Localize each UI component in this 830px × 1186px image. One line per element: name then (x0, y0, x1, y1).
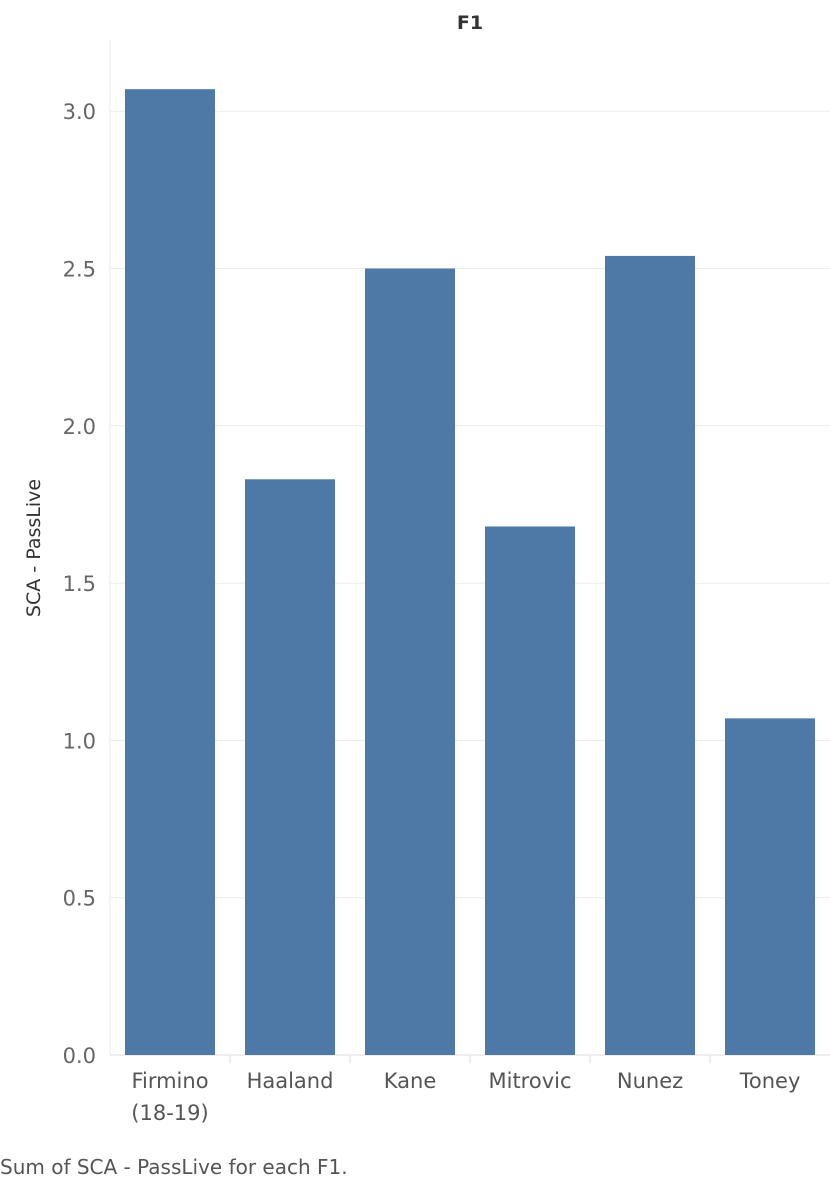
x-tick-label: Toney (739, 1069, 801, 1093)
y-tick-label: 0.5 (63, 887, 96, 911)
y-tick-label: 3.0 (63, 100, 96, 124)
chart-caption: Sum of SCA - PassLive for each F1. (0, 1155, 348, 1179)
x-tick-label: Mitrovic (488, 1069, 571, 1093)
y-tick-label: 0.0 (63, 1044, 96, 1068)
axes (109, 40, 830, 1063)
y-tick-label: 1.0 (63, 729, 96, 753)
bar (605, 255, 695, 1055)
bar (485, 526, 575, 1055)
x-tick-label: Firmino (18-19) (131, 1069, 208, 1125)
y-tick-label: 2.5 (63, 258, 96, 282)
labels: 0.0 0.5 1.0 1.5 2.0 2.5 3.0 Firmino (18-19) Haala… (63, 100, 801, 1125)
x-tick-label: Haaland (247, 1069, 334, 1093)
y-tick-label: 2.0 (63, 415, 96, 439)
x-tick-label: Kane (384, 1069, 437, 1093)
bar-chart: F1 SCA - PassLive 0.0 0.5 1.0 1.5 2.0 2.5 3.0 F… (23, 12, 830, 1125)
x-tick-label: Nunez (617, 1069, 683, 1093)
y-axis-label: SCA - PassLive (23, 479, 45, 617)
bar (365, 268, 455, 1055)
chart-title: F1 (457, 12, 483, 34)
gridlines (110, 110, 830, 899)
y-tick-label: 1.5 (63, 572, 96, 596)
bar (125, 89, 215, 1056)
bar (245, 479, 335, 1056)
bar (725, 718, 815, 1055)
bars (125, 89, 815, 1056)
